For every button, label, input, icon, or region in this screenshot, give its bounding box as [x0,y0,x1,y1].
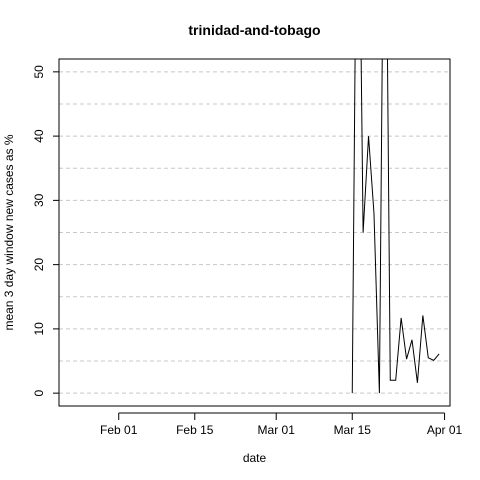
x-axis: Feb 01 Feb 15 Mar 01 Mar 15 Apr 01 [100,412,463,437]
x-axis-label: date [243,451,267,465]
y-tick-label: 50 [32,65,46,79]
x-tick-label: Mar 01 [258,423,296,437]
y-tick-label: 30 [32,193,46,207]
plot-frame [58,58,451,407]
y-axis-label: mean 3 day window new cases as % [2,134,16,330]
x-tick-label: Apr 01 [427,423,463,437]
y-tick-label: 0 [32,389,46,396]
y-tick-label: 10 [32,322,46,336]
x-tick-label: Feb 15 [176,423,214,437]
x-tick-label: Feb 01 [100,423,138,437]
y-axis: 0 10 20 30 40 50 [32,65,59,396]
chart-title: trinidad-and-tobago [188,22,320,38]
y-tick-label: 20 [32,258,46,272]
x-tick-label: Mar 15 [334,423,372,437]
y-tick-label: 40 [32,129,46,143]
series-line [351,59,440,394]
grid-lines [59,71,450,394]
